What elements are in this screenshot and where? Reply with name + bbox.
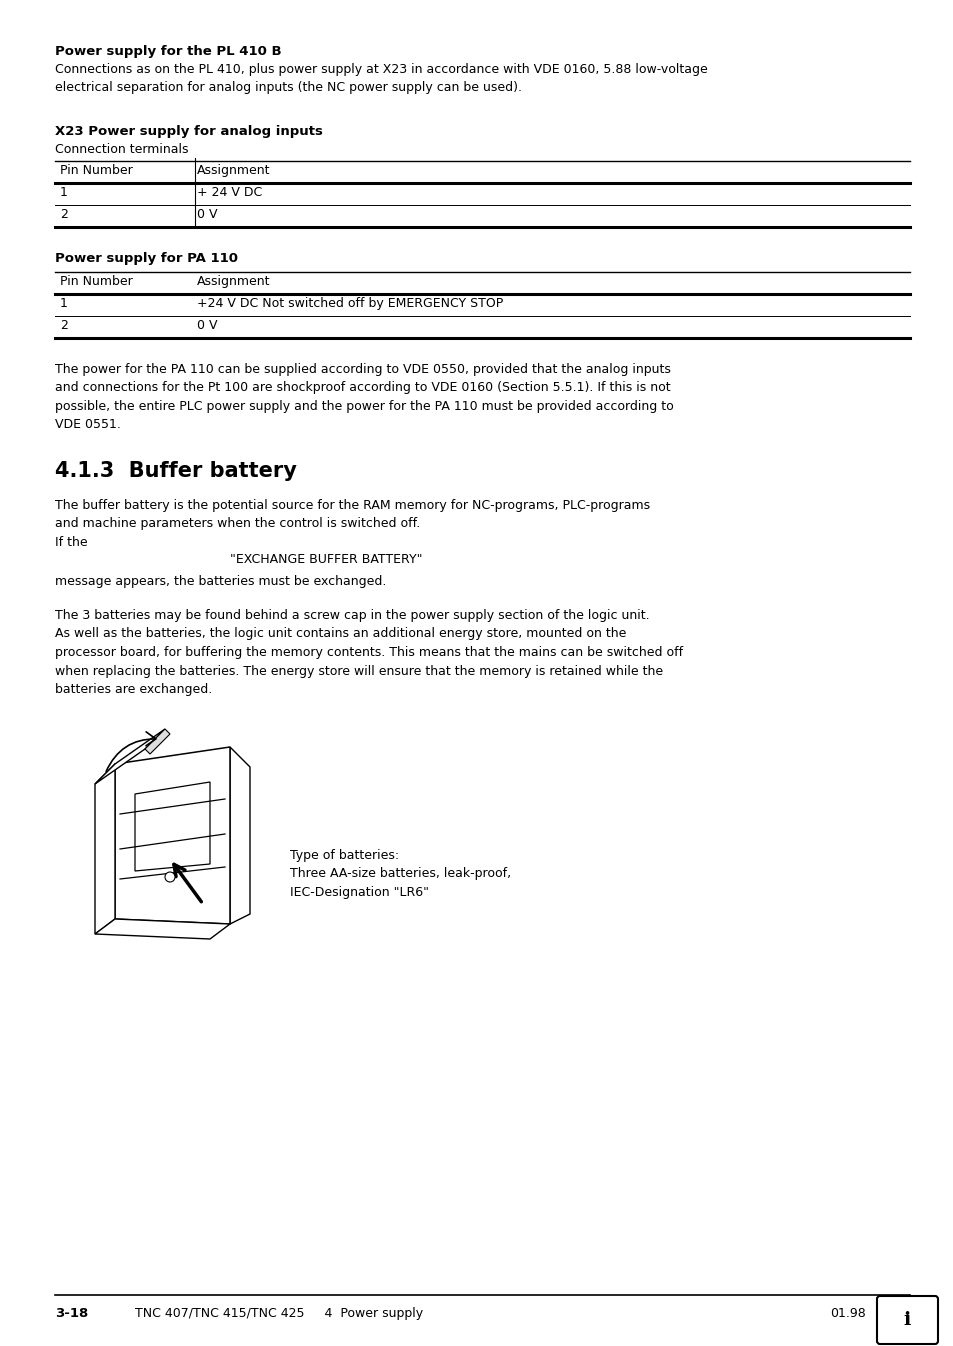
Text: Type of batteries:
Three AA-size batteries, leak-proof,
IEC-Designation "LR6": Type of batteries: Three AA-size batteri… [290, 849, 511, 899]
Text: Pin Number: Pin Number [60, 164, 132, 178]
Polygon shape [95, 730, 165, 783]
Text: 3-18: 3-18 [55, 1307, 89, 1320]
Text: The 3 batteries may be found behind a screw cap in the power supply section of t: The 3 batteries may be found behind a sc… [55, 608, 682, 696]
Text: TNC 407/TNC 415/TNC 425     4  Power supply: TNC 407/TNC 415/TNC 425 4 Power supply [135, 1307, 423, 1320]
Text: Assignment: Assignment [196, 164, 271, 178]
Polygon shape [230, 747, 250, 923]
Text: 2: 2 [60, 319, 68, 332]
Text: i: i [902, 1311, 910, 1329]
Polygon shape [95, 765, 115, 934]
Text: Power supply for PA 110: Power supply for PA 110 [55, 252, 237, 265]
Text: Power supply for the PL 410 B: Power supply for the PL 410 B [55, 44, 281, 58]
Text: "EXCHANGE BUFFER BATTERY": "EXCHANGE BUFFER BATTERY" [230, 553, 422, 567]
Text: 2: 2 [60, 209, 68, 221]
Text: Pin Number: Pin Number [60, 275, 132, 288]
Circle shape [165, 872, 174, 882]
Text: message appears, the batteries must be exchanged.: message appears, the batteries must be e… [55, 575, 386, 588]
Text: Assignment: Assignment [196, 275, 271, 288]
Text: Connection terminals: Connection terminals [55, 143, 189, 156]
Text: 4.1.3  Buffer battery: 4.1.3 Buffer battery [55, 460, 296, 481]
Text: 0 V: 0 V [196, 319, 217, 332]
Text: 01.98: 01.98 [829, 1307, 864, 1320]
Text: 1: 1 [60, 297, 68, 310]
Text: + 24 V DC: + 24 V DC [196, 186, 262, 199]
Text: The buffer battery is the potential source for the RAM memory for NC-programs, P: The buffer battery is the potential sour… [55, 499, 649, 549]
Text: The power for the PA 110 can be supplied according to VDE 0550, provided that th: The power for the PA 110 can be supplied… [55, 363, 673, 432]
Text: X23 Power supply for analog inputs: X23 Power supply for analog inputs [55, 125, 322, 139]
Text: Connections as on the PL 410, plus power supply at X23 in accordance with VDE 01: Connections as on the PL 410, plus power… [55, 63, 707, 94]
Polygon shape [145, 730, 170, 754]
Text: +24 V DC Not switched off by EMERGENCY STOP: +24 V DC Not switched off by EMERGENCY S… [196, 297, 503, 310]
Text: 0 V: 0 V [196, 209, 217, 221]
FancyBboxPatch shape [876, 1296, 937, 1345]
FancyArrowPatch shape [106, 732, 155, 771]
Polygon shape [135, 782, 210, 871]
Polygon shape [115, 747, 230, 923]
Text: 1: 1 [60, 186, 68, 199]
Polygon shape [95, 919, 230, 940]
